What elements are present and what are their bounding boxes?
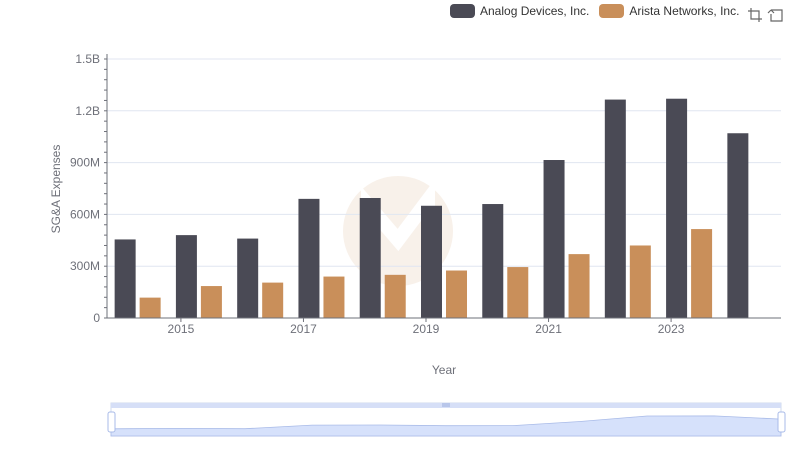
legend-swatch	[599, 4, 625, 18]
x-tick-label: 2015	[168, 322, 195, 336]
x-tick-label: 2023	[658, 322, 685, 336]
x-tick-label: 2019	[413, 322, 440, 336]
bar-analog-devices-2023[interactable]	[666, 98, 688, 318]
y-tick-label: 1.5B	[75, 52, 100, 66]
bar-analog-devices-2022[interactable]	[604, 99, 626, 319]
bar-analog-devices-2018[interactable]	[359, 197, 381, 318]
y-tick-label: 900M	[70, 156, 100, 170]
bar-analog-devices-2014[interactable]	[114, 239, 136, 318]
bar-analog-devices-2015[interactable]	[175, 235, 197, 318]
legend-swatch	[450, 4, 475, 18]
zoom-icon[interactable]	[746, 6, 764, 24]
bar-arista-networks-2020[interactable]	[507, 267, 529, 318]
bar-analog-devices-2024[interactable]	[727, 133, 749, 318]
slider-drag-grip[interactable]	[442, 403, 450, 407]
bar-arista-networks-2016[interactable]	[262, 282, 284, 318]
bar-arista-networks-2022[interactable]	[629, 245, 651, 318]
x-axis-label: Year	[432, 363, 456, 377]
legend-item-analog-devices[interactable]: Analog Devices, Inc.	[450, 4, 589, 18]
bars-group	[114, 98, 749, 319]
legend-label: Analog Devices, Inc.	[480, 4, 590, 18]
legend: Analog Devices, Inc. Arista Networks, In…	[450, 4, 749, 18]
y-tick-label: 0	[93, 311, 100, 325]
bar-arista-networks-2021[interactable]	[568, 254, 590, 318]
y-axis-label: SG&A Expenses	[49, 145, 63, 234]
axes-group: 0 300M 600M 900M 1.2B 1.5B 2015 2017 2019 2021 202…	[70, 52, 781, 336]
y-tick-label: 300M	[70, 259, 100, 273]
bar-analog-devices-2020[interactable]	[482, 204, 504, 318]
bar-arista-networks-2019[interactable]	[446, 270, 467, 318]
legend-label: Arista Networks, Inc.	[629, 4, 740, 18]
y-tick-label: 1.2B	[75, 104, 100, 118]
zoom-reset-icon[interactable]	[767, 6, 785, 24]
zoom-slider[interactable]	[107, 402, 786, 437]
bar-arista-networks-2023[interactable]	[691, 229, 713, 318]
slider-right-handle[interactable]	[777, 411, 786, 433]
bar-analog-devices-2021[interactable]	[543, 160, 565, 318]
legend-item-arista-networks[interactable]: Arista Networks, Inc.	[599, 4, 739, 18]
bar-analog-devices-2019[interactable]	[421, 205, 442, 318]
bar-analog-devices-2017[interactable]	[298, 198, 320, 318]
slider-preview-area	[110, 415, 782, 437]
y-tick-label: 600M	[70, 207, 100, 221]
bar-arista-networks-2017[interactable]	[323, 276, 345, 318]
bar-arista-networks-2018[interactable]	[384, 274, 406, 318]
slider-left-handle[interactable]	[107, 411, 116, 433]
toolbox	[746, 6, 788, 24]
x-tick-label: 2017	[290, 322, 317, 336]
bar-analog-devices-2016[interactable]	[237, 238, 259, 318]
x-tick-label: 2021	[535, 322, 562, 336]
bar-arista-networks-2015[interactable]	[200, 286, 222, 318]
bar-arista-networks-2014[interactable]	[139, 297, 161, 318]
